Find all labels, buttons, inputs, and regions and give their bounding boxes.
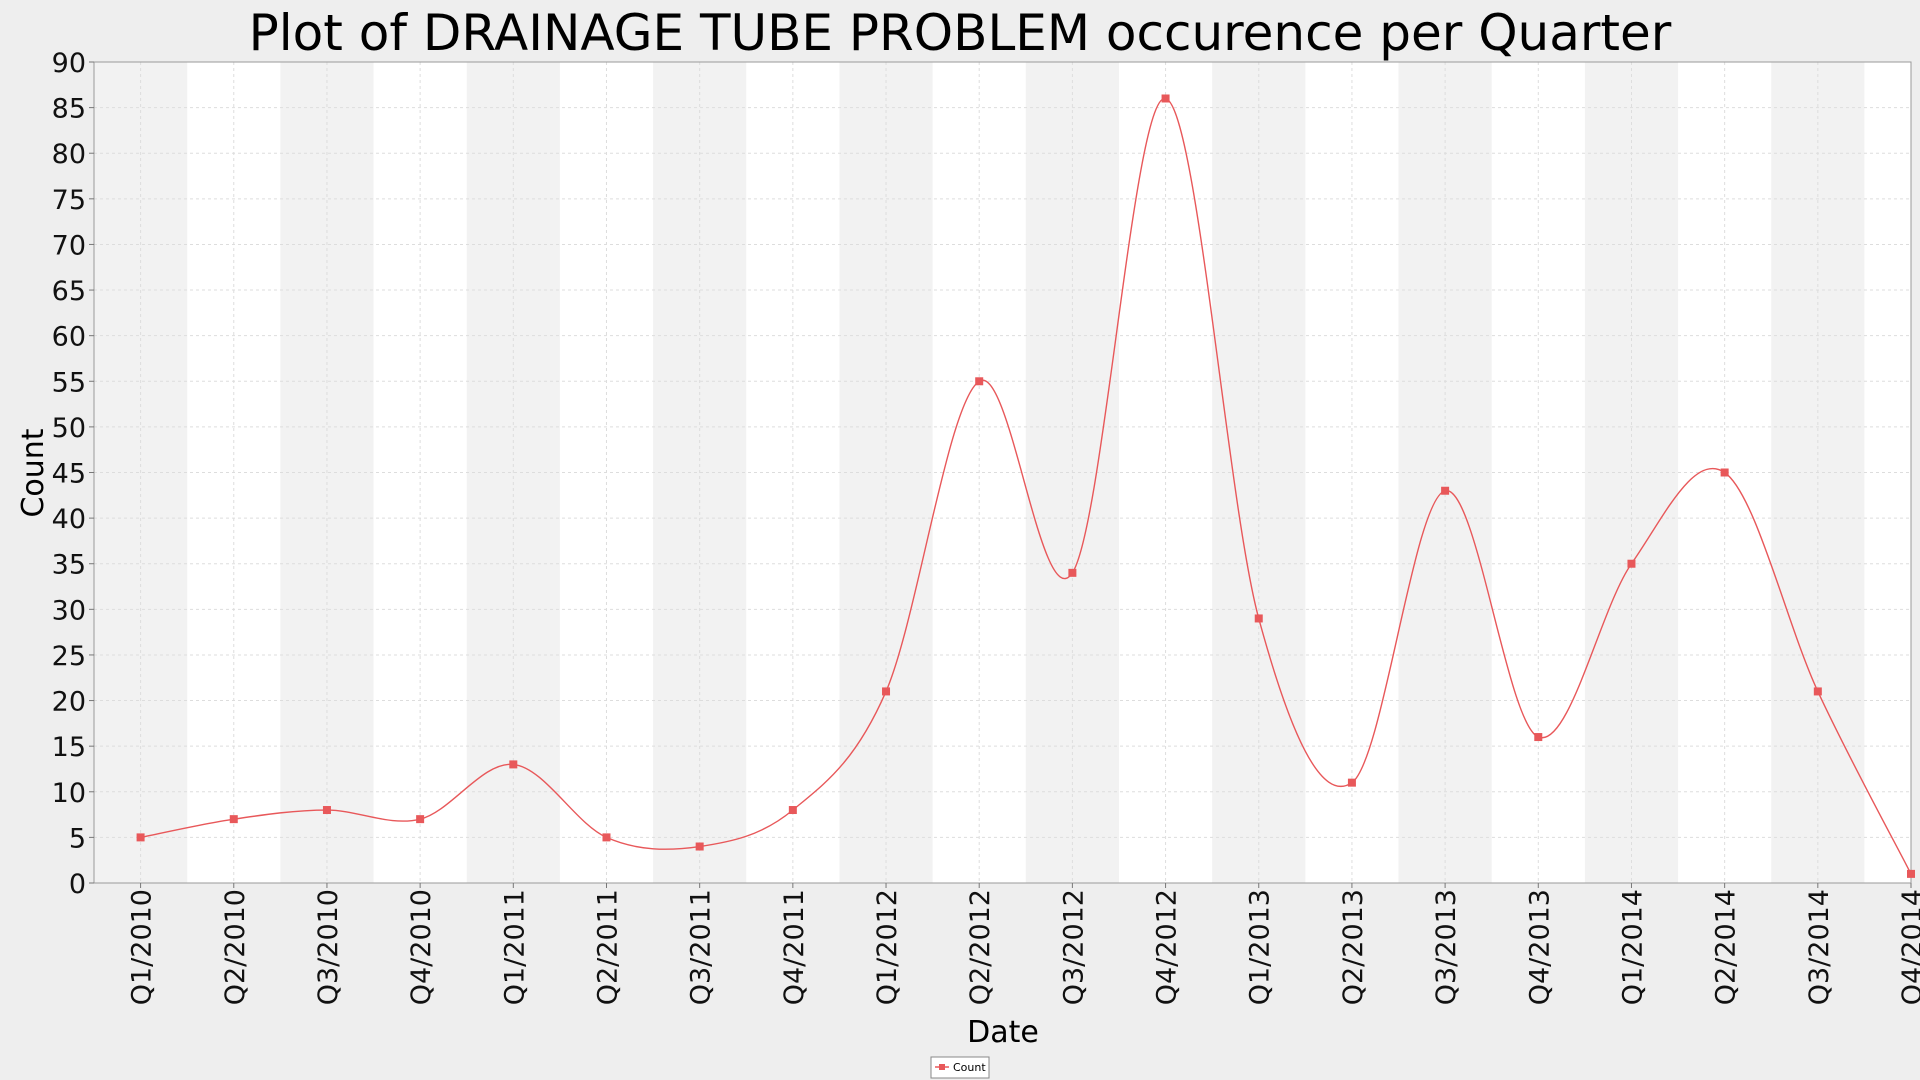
x-axis-label: Date — [967, 1015, 1039, 1050]
y-tick-label: 75 — [52, 185, 86, 216]
y-tick-label: 10 — [52, 778, 86, 809]
x-tick-label: Q2/2011 — [592, 889, 623, 1005]
legend-label: Count — [953, 1061, 986, 1074]
x-tick-label: Q1/2010 — [127, 889, 158, 1005]
x-tick-label: Q4/2014 — [1897, 889, 1920, 1005]
y-tick-label: 0 — [69, 869, 86, 900]
data-point[interactable] — [975, 377, 984, 386]
y-tick-label: 5 — [69, 823, 86, 854]
x-tick-label: Q2/2014 — [1711, 889, 1742, 1005]
data-point[interactable] — [1720, 468, 1729, 477]
data-point[interactable] — [1441, 486, 1450, 495]
series-layer — [136, 94, 1915, 878]
y-tick-label: 60 — [52, 322, 86, 353]
y-tick-label: 35 — [52, 550, 86, 581]
data-point[interactable] — [1813, 687, 1822, 696]
data-point[interactable] — [1627, 559, 1636, 568]
data-point[interactable] — [322, 806, 331, 815]
x-tick-label: Q4/2012 — [1152, 889, 1183, 1005]
y-tick-label: 80 — [52, 139, 86, 170]
y-tick-label: 40 — [52, 504, 86, 535]
data-point[interactable] — [695, 842, 704, 851]
legend-box — [930, 1056, 990, 1079]
x-tick-label: Q4/2010 — [406, 889, 437, 1005]
legend: Count — [930, 1056, 990, 1079]
y-axis-label: Count — [16, 428, 51, 517]
x-tick-label: Q2/2012 — [965, 889, 996, 1005]
y-tick-label: 30 — [52, 595, 86, 626]
legend-marker — [939, 1064, 945, 1070]
x-tick-label: Q3/2010 — [313, 889, 344, 1005]
y-tick-label: 20 — [52, 687, 86, 718]
x-tick-label: Q3/2013 — [1431, 889, 1462, 1005]
x-tick-label: Q1/2014 — [1617, 889, 1648, 1005]
y-tick-label: 55 — [52, 367, 86, 398]
x-tick-label: Q1/2013 — [1245, 889, 1276, 1005]
chart-title: Plot of DRAINAGE TUBE PROBLEM occurence … — [249, 4, 1672, 62]
x-tick-label: Q4/2013 — [1524, 889, 1555, 1005]
y-tick-label: 70 — [52, 230, 86, 261]
data-point[interactable] — [229, 815, 238, 824]
y-tick-label: 90 — [52, 48, 86, 79]
x-tick-label: Q3/2012 — [1058, 889, 1089, 1005]
data-point[interactable] — [509, 760, 518, 769]
y-tick-label: 50 — [52, 413, 86, 444]
y-axis-ticks: 0 5 10 15 20 25 30 35 40 45 50 55 60 65 70 75 80 85 90 — [52, 48, 94, 900]
y-tick-label: 85 — [52, 94, 86, 125]
x-tick-label: Q3/2014 — [1804, 889, 1835, 1005]
x-tick-label: Q1/2011 — [499, 889, 530, 1005]
y-tick-label: 15 — [52, 732, 86, 763]
data-point[interactable] — [1534, 733, 1543, 742]
x-tick-label: Q4/2011 — [779, 889, 810, 1005]
data-point[interactable] — [882, 687, 891, 696]
x-tick-label: Q3/2011 — [686, 889, 717, 1005]
data-point[interactable] — [788, 806, 797, 815]
data-point[interactable] — [602, 833, 611, 842]
data-point[interactable] — [136, 833, 145, 842]
y-tick-label: 45 — [52, 459, 86, 490]
y-tick-label: 65 — [52, 276, 86, 307]
data-point[interactable] — [1254, 614, 1263, 623]
x-tick-label: Q2/2010 — [220, 889, 251, 1005]
x-tick-label: Q1/2012 — [872, 889, 903, 1005]
series-line — [140, 97, 1912, 875]
data-point[interactable] — [1347, 778, 1356, 787]
data-point[interactable] — [416, 815, 425, 824]
y-tick-label: 25 — [52, 641, 86, 672]
x-axis-ticks: Q1/2010 Q2/2010 Q3/2010 Q4/2010 Q1/2011 Q2/20… — [127, 883, 1920, 1005]
data-point[interactable] — [1907, 869, 1915, 878]
x-tick-label: Q2/2013 — [1338, 889, 1369, 1005]
data-point[interactable] — [1161, 94, 1170, 103]
data-point[interactable] — [1068, 568, 1077, 577]
